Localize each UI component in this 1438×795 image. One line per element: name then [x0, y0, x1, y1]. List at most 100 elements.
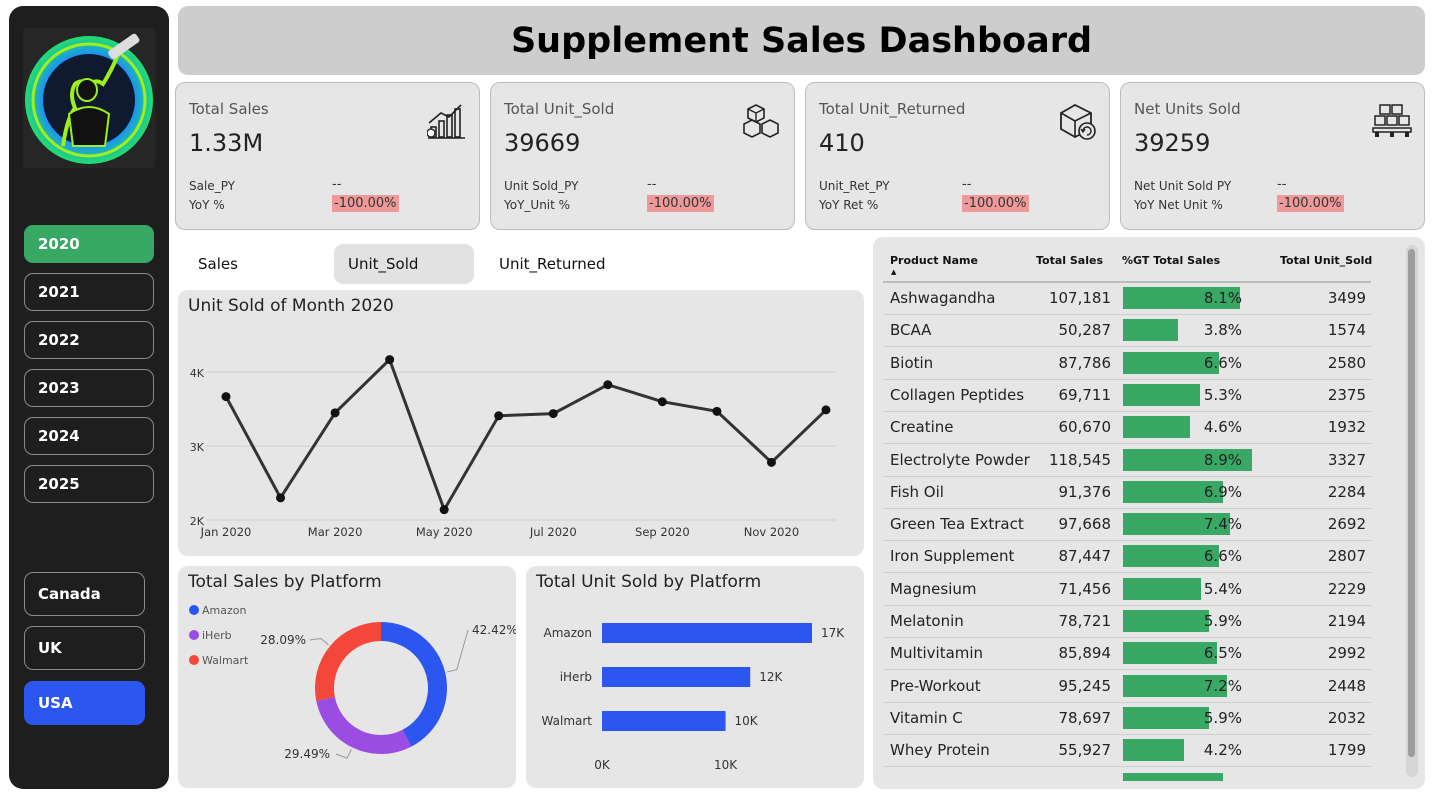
cell-share-bar — [1123, 351, 1219, 374]
x-tick-label: Sep 2020 — [635, 525, 690, 539]
kpi-title: Total Unit_Sold — [504, 100, 615, 118]
bar[interactable] — [602, 711, 726, 731]
kpi-prev-label: Unit_Ret_PY — [819, 179, 890, 193]
x-tick-label: Jul 2020 — [529, 525, 577, 539]
cell-share-bar — [1123, 287, 1240, 309]
year-filter-2024[interactable]: 2024 — [24, 417, 154, 455]
kpi-card-total-unit-sold: Total Unit_Sold 39669 Unit Sold_PY -- Yo… — [490, 82, 795, 230]
table-row[interactable]: Pre-Workout 95,245 7.2% 2448 — [883, 671, 1371, 703]
cell-product-name: Creatine — [890, 418, 954, 437]
bar-category-label: iHerb — [560, 670, 592, 684]
donut-chart-title: Total Sales by Platform — [188, 572, 382, 592]
cell-total-sales: 78,721 — [1058, 612, 1112, 630]
donut-slice[interactable] — [315, 622, 381, 701]
sort-asc-icon: ▲ — [891, 268, 897, 276]
cell-total-sales: 97,668 — [1058, 515, 1112, 534]
cell-total-sales: 78,697 — [1058, 708, 1112, 727]
legend-marker — [189, 655, 199, 665]
kpi-value: 39259 — [1134, 129, 1211, 157]
line-point[interactable] — [276, 493, 286, 503]
line-point[interactable] — [548, 409, 558, 419]
cell-share-pct: 5.9% — [1203, 612, 1242, 630]
tab-unit-returned[interactable]: Unit_Returned — [485, 244, 645, 284]
table-row[interactable]: Whey Protein 55,927 4.2% 1799 — [883, 735, 1371, 768]
cell-product-name: Ashwagandha — [890, 289, 996, 307]
table-row[interactable]: Biotin 87,786 6.6% 2580 — [883, 348, 1371, 380]
donut-slice[interactable] — [316, 697, 412, 754]
tab-label: Sales — [198, 255, 238, 273]
bar[interactable] — [602, 667, 751, 687]
line-point[interactable] — [766, 457, 776, 467]
header-product-name[interactable]: Product Name — [890, 254, 978, 267]
country-filter-canada[interactable]: Canada — [24, 572, 145, 616]
line-point[interactable] — [330, 408, 340, 418]
table-scrollbar-thumb[interactable] — [1408, 249, 1415, 757]
cell-share-pct: 7.4% — [1203, 515, 1242, 534]
year-filter-2022[interactable]: 2022 — [24, 321, 154, 359]
cell-share-pct: 5.4% — [1203, 579, 1242, 598]
tab-sales[interactable]: Sales — [184, 244, 324, 284]
line-point[interactable] — [657, 397, 667, 407]
table-row[interactable]: Creatine 60,670 4.6% 1932 — [883, 412, 1371, 445]
header-total-unit-sold[interactable]: Total Unit_Sold — [1280, 254, 1373, 267]
table-row[interactable]: Vitamin C 78,697 5.9% 2032 — [883, 703, 1371, 735]
kpi-card-total-unit-returned: Total Unit_Returned 410 Unit_Ret_PY -- Y… — [805, 82, 1110, 230]
year-filter-2020[interactable]: 2020 — [24, 225, 154, 263]
cell-total-sales: 107,181 — [1048, 289, 1111, 307]
cell-product-name: Pre-Workout — [890, 676, 981, 695]
product-table: Product Name ▲ Total Sales %GT Total Sal… — [873, 237, 1425, 789]
bar-value-label: 12K — [759, 670, 783, 684]
table-row[interactable]: Magnesium 71,456 5.4% 2229 — [883, 574, 1371, 606]
country-filter-uk[interactable]: UK — [24, 626, 145, 670]
line-point[interactable] — [221, 392, 231, 402]
title-bar: Supplement Sales Dashboard — [178, 6, 1425, 75]
country-filter-usa[interactable]: USA — [24, 681, 145, 725]
cell-product-name: Fish Oil — [890, 482, 944, 501]
year-filter-2023[interactable]: 2023 — [24, 369, 154, 407]
pallet-icon — [1372, 104, 1412, 137]
cell-total-units: 2284 — [1327, 482, 1366, 501]
country-label: USA — [38, 694, 73, 712]
kpi-card-total-sales: Total Sales 1.33M Sale_PY -- YoY % -100.… — [175, 82, 480, 230]
table-row[interactable]: Fish Oil 91,376 6.9% 2284 — [883, 477, 1371, 509]
line-point[interactable] — [494, 411, 504, 421]
table-row[interactable]: Collagen Peptides 69,711 5.3% 2375 — [883, 380, 1371, 412]
line-point[interactable] — [385, 355, 395, 365]
header-total-sales[interactable]: Total Sales — [1036, 254, 1104, 267]
table-row[interactable]: Multivitamin 85,894 6.5% 2992 — [883, 638, 1371, 671]
line-chart: 2K 3K 4K Jan 2020 Mar 2020 May 2020 Jul 2020 Se… — [190, 355, 836, 539]
kpi-yoy-label: YoY % — [189, 198, 225, 212]
cell-share-pct: 6.6% — [1203, 547, 1242, 566]
cell-product-name: Whey Protein — [890, 741, 990, 760]
legend-label[interactable]: Walmart — [202, 654, 249, 667]
header-gt-total-sales[interactable]: %GT Total Sales — [1122, 254, 1221, 267]
line-point[interactable] — [712, 406, 722, 416]
line-chart-panel: Unit Sold of Month 2020 2K 3K 4K Jan 2020 Ma… — [178, 290, 864, 556]
table-row[interactable]: Green Tea Extract 97,668 7.4% 2692 — [883, 509, 1371, 542]
cell-total-units: 1574 — [1327, 321, 1366, 340]
line-point[interactable] — [821, 405, 831, 415]
table-row[interactable]: Electrolyte Powder 118,545 8.9% 3327 — [883, 445, 1371, 477]
table-row[interactable]: Ashwagandha 107,181 8.1% 3499 — [883, 283, 1371, 315]
cell-product-name: Collagen Peptides — [890, 385, 1025, 404]
table-row[interactable]: BCAA 50,287 3.8% 1574 — [883, 315, 1371, 348]
table-row[interactable]: Iron Supplement 87,447 6.6% 2807 — [883, 541, 1371, 574]
bar[interactable] — [602, 623, 812, 643]
year-filter-2021[interactable]: 2021 — [24, 273, 154, 311]
cell-share-bar — [1123, 383, 1200, 406]
year-filter-2025[interactable]: 2025 — [24, 465, 154, 503]
cell-share-pct: 5.9% — [1203, 708, 1242, 727]
y-tick-label: 4K — [190, 367, 205, 380]
line-point[interactable] — [439, 505, 449, 515]
legend-label[interactable]: Amazon — [202, 604, 246, 617]
donut-chart-panel: Total Sales by Platform Amazon iHerb Walma… — [178, 566, 516, 788]
donut-slice[interactable] — [381, 622, 447, 747]
cell-share-pct: 6.5% — [1203, 644, 1242, 663]
cell-total-units: 2229 — [1327, 579, 1366, 598]
legend-label[interactable]: iHerb — [202, 629, 232, 642]
cell-total-sales: 85,894 — [1058, 644, 1112, 663]
tab-unit-sold[interactable]: Unit_Sold — [334, 244, 474, 284]
cell-total-sales: 118,545 — [1048, 450, 1111, 469]
line-point[interactable] — [603, 380, 613, 390]
table-row[interactable]: Melatonin 78,721 5.9% 2194 — [883, 606, 1371, 638]
